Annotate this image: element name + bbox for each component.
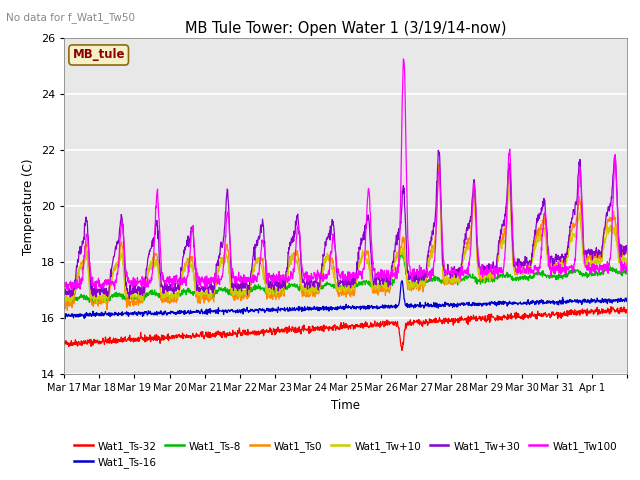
Text: No data for f_Wat1_Tw50: No data for f_Wat1_Tw50: [6, 12, 136, 23]
Legend: Wat1_Ts-32, Wat1_Ts-16, Wat1_Ts-8, Wat1_Ts0, Wat1_Tw+10, Wat1_Tw+30, Wat1_Tw100: Wat1_Ts-32, Wat1_Ts-16, Wat1_Ts-8, Wat1_…: [70, 437, 621, 472]
X-axis label: Time: Time: [331, 399, 360, 412]
Y-axis label: Temperature (C): Temperature (C): [22, 158, 35, 255]
Text: MB_tule: MB_tule: [72, 48, 125, 61]
Title: MB Tule Tower: Open Water 1 (3/19/14-now): MB Tule Tower: Open Water 1 (3/19/14-now…: [185, 21, 506, 36]
